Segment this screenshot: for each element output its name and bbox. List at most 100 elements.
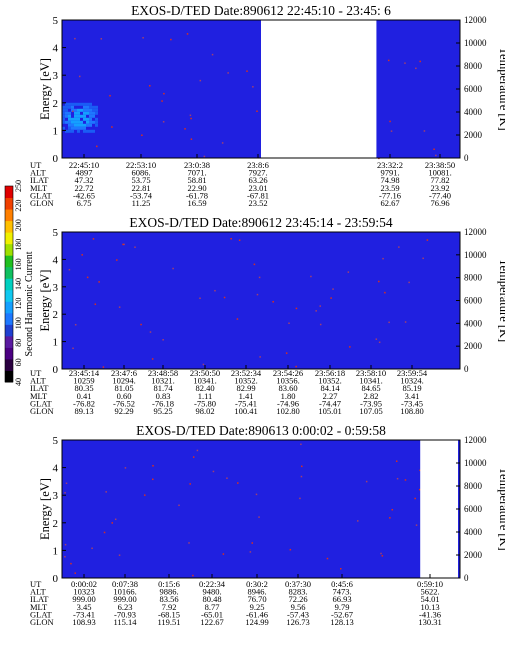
flux-pixel — [71, 129, 74, 133]
flux-pixel — [80, 102, 83, 106]
table-cell: 9.25 — [250, 602, 265, 612]
row-label: MLT — [30, 602, 48, 612]
flux-pixel — [68, 123, 71, 127]
colorbar-tick-label: 40 — [14, 378, 23, 386]
table-cell: 98.02 — [195, 406, 214, 416]
flux-pixel — [86, 129, 89, 133]
flux-pixel — [95, 117, 98, 121]
flux-pixel — [74, 120, 77, 124]
table-cell: 76.70 — [247, 594, 266, 604]
noise-dot — [74, 37, 76, 40]
noise-dot — [388, 321, 390, 324]
noise-dot — [70, 562, 72, 565]
noise-dot — [253, 263, 256, 266]
noise-dot — [391, 508, 394, 511]
noise-dot — [315, 310, 317, 312]
row-label: GLAT — [30, 609, 53, 619]
data-gap — [420, 440, 459, 578]
flux-pixel — [86, 123, 89, 127]
table-cell: 23:54:26 — [273, 368, 303, 378]
flux-pixel — [71, 117, 74, 121]
noise-dot — [398, 246, 400, 248]
noise-dot — [415, 524, 418, 526]
noise-dot — [203, 155, 206, 158]
flux-pixel — [62, 126, 65, 130]
y-tick-label: 3 — [53, 282, 59, 294]
noise-dot — [186, 33, 189, 35]
flux-pixel — [92, 114, 95, 118]
noise-dot — [188, 542, 190, 544]
colorbar-segment — [5, 312, 13, 325]
flux-pixel — [86, 120, 89, 124]
panel-3: EXOS-D/TED Date:890613 0:00:02 - 0:59:58… — [30, 423, 505, 627]
table-cell: 10341. — [193, 376, 216, 386]
noise-dot — [149, 331, 152, 333]
table-cell: -70.93 — [114, 609, 136, 619]
noise-dot — [419, 469, 421, 472]
flux-pixel — [71, 126, 74, 130]
colorbar-segment — [5, 209, 13, 222]
flux-pixel — [92, 105, 95, 109]
noise-dot — [192, 456, 195, 458]
noise-dot — [214, 289, 216, 292]
table-cell: 63.26 — [248, 175, 267, 185]
table-cell: 0:59:10 — [417, 579, 443, 589]
row-label: GLAT — [30, 398, 53, 408]
noise-dot — [289, 548, 292, 551]
y-axis-label: Energy [eV] — [38, 58, 52, 120]
table-cell: 105.01 — [318, 406, 341, 416]
noise-dot — [288, 322, 290, 324]
flux-pixel — [92, 129, 95, 133]
panel-2: EXOS-D/TED Date:890612 23:45:14 - 23:59:… — [4, 180, 505, 416]
y-right-tick-label: 4000 — [464, 318, 483, 328]
noise-dot — [68, 268, 71, 271]
table-cell: 23:45:14 — [69, 368, 100, 378]
table-cell: 10321. — [151, 376, 174, 386]
flux-pixel — [92, 120, 95, 124]
noise-dot — [295, 307, 298, 310]
table-cell: 3.45 — [77, 602, 92, 612]
table-cell: 10323 — [73, 587, 94, 597]
noise-dot — [74, 323, 77, 326]
table-cell: -65.01 — [201, 609, 223, 619]
flux-pixel — [77, 114, 80, 118]
noise-dot — [221, 142, 224, 144]
noise-dot — [272, 301, 274, 303]
table-cell: 7071. — [187, 168, 206, 178]
noise-dot — [103, 531, 106, 534]
colorbar-segment — [5, 324, 13, 337]
table-cell: -41.36 — [419, 609, 441, 619]
colorbar-tick-label: 100 — [14, 317, 23, 329]
noise-dot — [94, 303, 97, 305]
flux-pixel — [74, 111, 77, 115]
table-cell: -76.18 — [152, 398, 174, 408]
noise-dot — [301, 465, 303, 468]
noise-dot — [252, 86, 254, 88]
table-cell: 0:00:02 — [71, 579, 97, 589]
noise-dot — [149, 85, 151, 87]
flux-pixel — [83, 117, 86, 121]
table-cell: 62.67 — [380, 198, 399, 208]
table-cell: 10166. — [113, 587, 136, 597]
table-cell: 5622. — [420, 587, 439, 597]
table-cell: 1.80 — [281, 391, 296, 401]
table-cell: 10259 — [73, 376, 94, 386]
table-cell: 82.40 — [195, 383, 214, 393]
colorbar-segment — [5, 232, 13, 245]
table-cell: 47.32 — [74, 175, 93, 185]
table-cell: 80.35 — [74, 383, 93, 393]
noise-dot — [419, 60, 421, 63]
noise-dot — [212, 470, 215, 473]
noise-dot — [223, 296, 226, 299]
table-cell: 10.13 — [420, 602, 439, 612]
flux-pixel — [86, 105, 89, 109]
colorbar: 40 60 80 100 120 140 160 180 200 220 250 Second Har… — [4, 180, 35, 386]
noise-dot — [64, 491, 66, 494]
flux-pixel — [92, 111, 95, 115]
table-cell: 0:07:38 — [112, 579, 138, 589]
y-right-tick-label: 6000 — [464, 504, 483, 514]
table-cell: 108.93 — [72, 617, 95, 627]
noise-dot — [237, 482, 239, 484]
flux-pixel — [77, 129, 80, 133]
table-cell: 7.92 — [162, 602, 177, 612]
